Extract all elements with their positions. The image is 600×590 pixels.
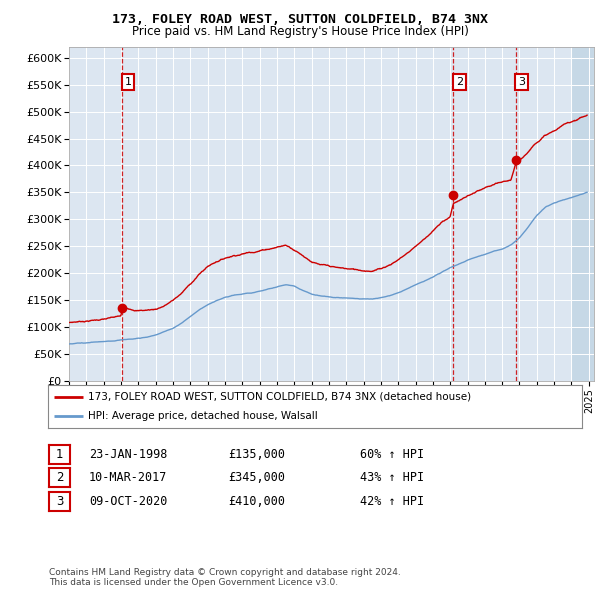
Text: 1: 1 [125,77,131,87]
Text: 10-MAR-2017: 10-MAR-2017 [89,471,167,484]
Text: £135,000: £135,000 [228,448,285,461]
Text: 3: 3 [518,77,525,87]
Text: 23-JAN-1998: 23-JAN-1998 [89,448,167,461]
Text: 43% ↑ HPI: 43% ↑ HPI [360,471,424,484]
Text: HPI: Average price, detached house, Walsall: HPI: Average price, detached house, Wals… [88,411,318,421]
Text: 173, FOLEY ROAD WEST, SUTTON COLDFIELD, B74 3NX (detached house): 173, FOLEY ROAD WEST, SUTTON COLDFIELD, … [88,392,471,402]
Bar [571,47,594,381]
Text: 173, FOLEY ROAD WEST, SUTTON COLDFIELD, B74 3NX: 173, FOLEY ROAD WEST, SUTTON COLDFIELD, … [112,13,488,26]
Text: 3: 3 [56,495,64,508]
Text: Contains HM Land Registry data © Crown copyright and database right 2024.
This d: Contains HM Land Registry data © Crown c… [49,568,401,587]
Text: 09-OCT-2020: 09-OCT-2020 [89,495,167,508]
Text: 2: 2 [56,471,64,484]
Bar [571,47,594,381]
Text: £345,000: £345,000 [228,471,285,484]
Text: 1: 1 [56,448,64,461]
Text: 60% ↑ HPI: 60% ↑ HPI [360,448,424,461]
Text: £410,000: £410,000 [228,495,285,508]
Text: 2: 2 [456,77,463,87]
Text: 42% ↑ HPI: 42% ↑ HPI [360,495,424,508]
Text: Price paid vs. HM Land Registry's House Price Index (HPI): Price paid vs. HM Land Registry's House … [131,25,469,38]
